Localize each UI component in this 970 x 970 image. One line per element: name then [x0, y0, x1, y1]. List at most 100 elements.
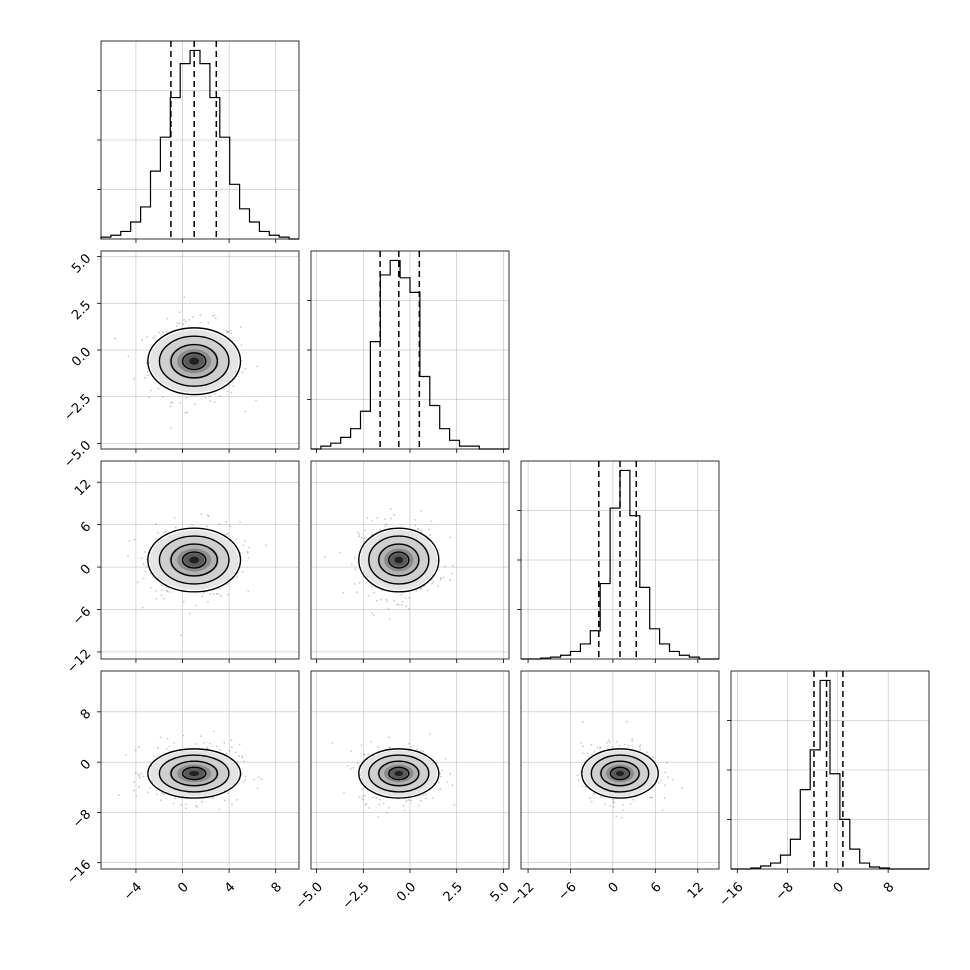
sample-point [264, 544, 267, 546]
sample-point [431, 797, 434, 800]
sample-point [342, 591, 345, 594]
sample-point [163, 793, 165, 796]
sample-point [183, 318, 186, 321]
sample-point [176, 322, 179, 325]
sample-point [235, 798, 238, 801]
sample-point [664, 771, 666, 774]
sample-point [173, 741, 175, 744]
sample-point [584, 786, 587, 788]
sample-point [671, 778, 674, 781]
sample-point [449, 773, 452, 775]
density-level-5 [189, 556, 200, 564]
sample-point [247, 590, 250, 593]
sample-point [218, 523, 221, 525]
ytick-label: −12 [64, 647, 94, 677]
sample-point [219, 595, 222, 597]
sample-point [133, 781, 136, 784]
ytick-label: −6 [70, 604, 94, 628]
pair-panel-3-1 [310, 670, 510, 873]
sample-point [137, 746, 140, 748]
sample-point [366, 517, 369, 519]
sample-point [581, 785, 584, 788]
sample-point [201, 595, 204, 598]
sample-point [355, 591, 358, 594]
pair-panel-1-0 [97, 250, 300, 453]
sample-point [124, 754, 127, 756]
sample-point [150, 389, 152, 392]
sample-point [661, 809, 664, 812]
sample-point [404, 597, 407, 599]
sample-point [615, 741, 618, 743]
sample-point [384, 518, 386, 520]
sample-point [451, 784, 454, 787]
xtick-label: −2.5 [340, 880, 373, 913]
sample-point [155, 597, 158, 600]
sample-point [389, 517, 392, 520]
sample-point [202, 591, 205, 594]
xtick-label: −8 [773, 880, 797, 904]
sample-point [230, 332, 233, 335]
sample-point [665, 761, 668, 764]
sample-point [155, 523, 158, 525]
sample-point [417, 527, 420, 530]
contour-3 [147, 748, 242, 799]
sample-point [188, 612, 191, 615]
sample-point [218, 588, 221, 591]
sample-point [627, 744, 630, 747]
sample-point [358, 535, 361, 538]
sample-point [363, 540, 366, 543]
sample-point [154, 590, 157, 592]
sample-point [376, 599, 378, 602]
sample-point [223, 799, 226, 802]
sample-point [143, 551, 146, 553]
contour-2 [158, 535, 230, 585]
sample-point [213, 400, 216, 403]
sample-point [244, 778, 247, 781]
sample-point [420, 587, 422, 590]
sample-point [168, 745, 171, 748]
sample-point [152, 337, 155, 340]
sample-point [202, 741, 205, 744]
sample-point [199, 314, 202, 317]
sample-point [648, 796, 651, 799]
sample-point [258, 776, 260, 779]
sample-point [200, 513, 203, 516]
sample-point [609, 741, 611, 744]
ytick-label: 5.0 [69, 251, 94, 276]
pair-panel-2-1 [310, 460, 510, 663]
histogram-step [311, 259, 509, 450]
sample-point [451, 572, 453, 575]
sample-point [150, 765, 153, 767]
sample-point [389, 746, 391, 749]
sample-point [426, 589, 429, 592]
contour-2 [368, 754, 430, 793]
sample-point [384, 525, 387, 528]
sample-point [183, 296, 186, 298]
panel-frame [100, 250, 300, 450]
sample-point [377, 745, 380, 748]
sample-point [446, 781, 449, 784]
sample-point [358, 796, 361, 799]
sample-point [191, 523, 193, 526]
sample-point [378, 803, 380, 806]
sample-point [363, 794, 366, 797]
sample-point [403, 809, 406, 812]
sample-point [639, 748, 642, 751]
sample-point [615, 815, 618, 818]
sample-point [371, 611, 373, 614]
sample-point [242, 781, 245, 783]
sample-point [165, 586, 168, 589]
sample-point [360, 744, 363, 747]
sample-point [166, 317, 169, 320]
sample-point [381, 589, 384, 592]
sample-point [609, 804, 612, 807]
sample-point [358, 533, 361, 535]
sample-point [580, 742, 583, 744]
sample-point [225, 533, 228, 536]
sample-point [451, 564, 454, 567]
sample-point [180, 634, 183, 637]
pair-panel-3-2 [520, 670, 720, 873]
ytick-label: 0 [78, 757, 94, 773]
sample-point [217, 593, 220, 596]
sample-point [638, 745, 641, 748]
